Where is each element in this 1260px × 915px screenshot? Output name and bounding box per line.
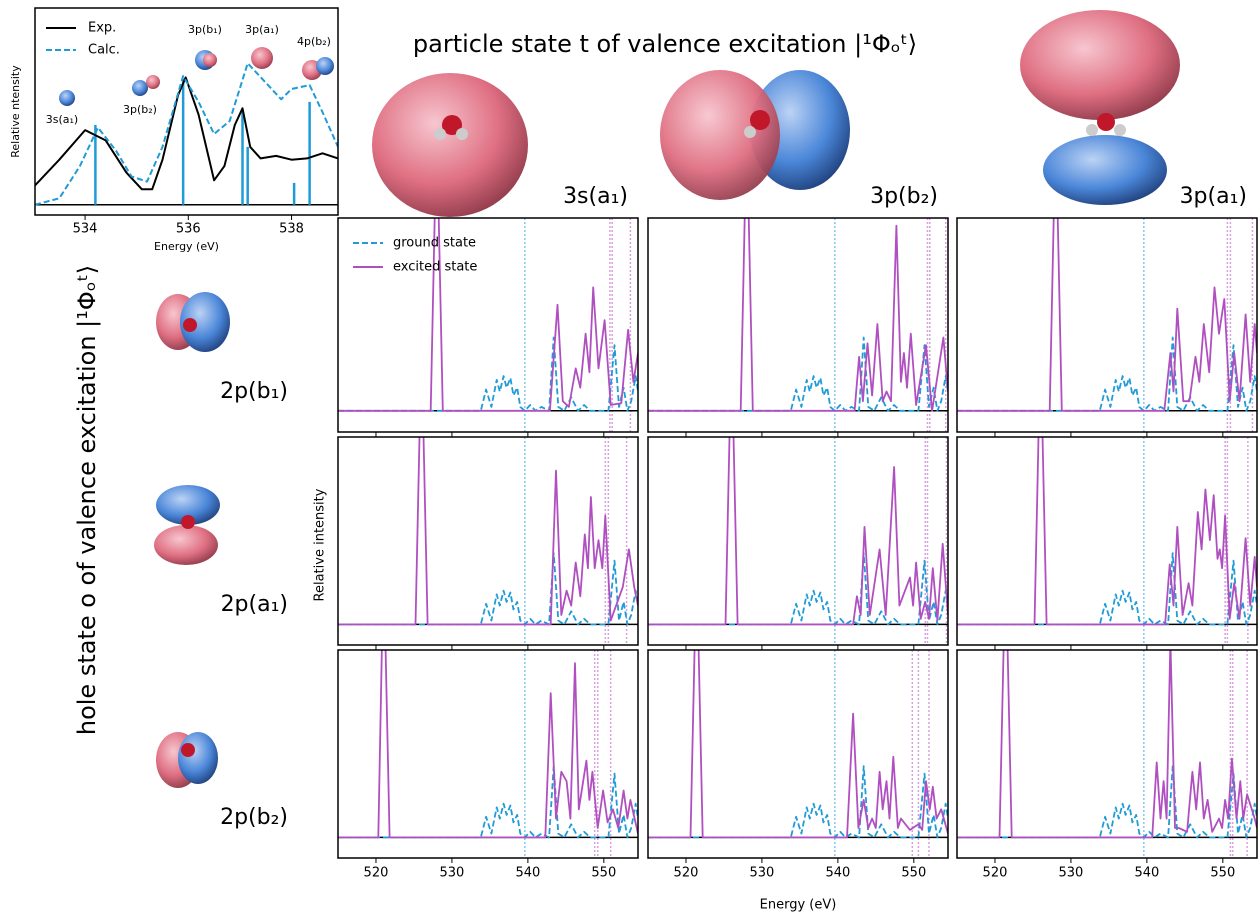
panel-frame: [956, 649, 1258, 859]
column-label: 3p(a₁): [1180, 184, 1247, 209]
panel-frame: [956, 217, 1258, 433]
x-tick-label: 550: [591, 866, 616, 881]
y-axis-label: Relative ntensity: [9, 65, 22, 158]
row-label: 2p(b₂): [220, 805, 288, 830]
panel-frame: [337, 217, 639, 433]
plot-frame: [34, 7, 339, 216]
x-tick-label: 530: [440, 866, 465, 881]
x-tick-label: 534: [73, 222, 98, 237]
x-tick-label: 540: [515, 866, 540, 881]
panel-frame: [647, 649, 949, 859]
ground-line: [648, 552, 948, 626]
excited-line: [648, 218, 948, 412]
orbital-illustrations: [59, 10, 1180, 788]
ground-line: [957, 552, 1257, 626]
x-tick-label: 520: [364, 866, 389, 881]
x-tick-label: 520: [983, 866, 1008, 881]
annotation: 3p(a₁): [245, 23, 279, 36]
x-tick-label: 550: [1210, 866, 1235, 881]
x-tick-label: 540: [1134, 866, 1159, 881]
x-tick-label: 538: [279, 222, 304, 237]
x-tick-label: 536: [176, 222, 201, 237]
x-tick-label: 520: [674, 866, 699, 881]
excited-line: [648, 437, 948, 626]
excited-line: [338, 650, 638, 839]
ground-line: [957, 336, 1257, 412]
excited-line: [957, 218, 1257, 412]
row-title: hole state o of valence excitation |¹Φₒᵗ…: [73, 265, 101, 735]
grid-title: particle state t of valence excitation |…: [413, 30, 917, 58]
ground-line: [957, 765, 1257, 839]
y-axis-label: Relative intensity: [313, 488, 328, 601]
legend-label: Exp.: [88, 21, 116, 36]
excited-line: [338, 218, 638, 412]
legend-label: excited state: [393, 260, 477, 275]
x-axis-label: Energy (eV): [760, 898, 837, 913]
x-tick-label: 530: [1059, 866, 1084, 881]
column-label: 3s(a₁): [563, 184, 628, 209]
panel-frame: [647, 436, 949, 646]
annotation: 3p(b₁): [188, 23, 222, 36]
annotation: 3s(a₁): [46, 113, 78, 126]
x-tick-label: 540: [825, 866, 850, 881]
excited-line: [957, 437, 1257, 626]
row-label: 2p(a₁): [221, 592, 288, 617]
panel-frame: [337, 649, 639, 859]
ground-line: [648, 336, 948, 412]
x-tick-label: 550: [901, 866, 926, 881]
annotation: 4p(b₂): [297, 35, 331, 48]
ground-line: [338, 552, 638, 626]
excited-line: [648, 650, 948, 839]
excited-line: [957, 650, 1257, 839]
x-axis-label: Energy (eV): [154, 240, 219, 253]
annotation: 3p(b₂): [123, 103, 157, 116]
ground-line: [338, 336, 638, 412]
panel-frame: [337, 436, 639, 646]
column-label: 3p(b₂): [870, 184, 938, 209]
x-tick-label: 530: [750, 866, 775, 881]
ground-line: [648, 765, 948, 839]
excited-line: [338, 437, 638, 626]
panel-frame: [647, 217, 949, 433]
legend-label: Calc.: [88, 43, 120, 58]
row-label: 2p(b₁): [220, 379, 288, 404]
series-line: [35, 76, 338, 191]
legend-label: ground state: [393, 236, 476, 251]
panel-frame: [956, 436, 1258, 646]
